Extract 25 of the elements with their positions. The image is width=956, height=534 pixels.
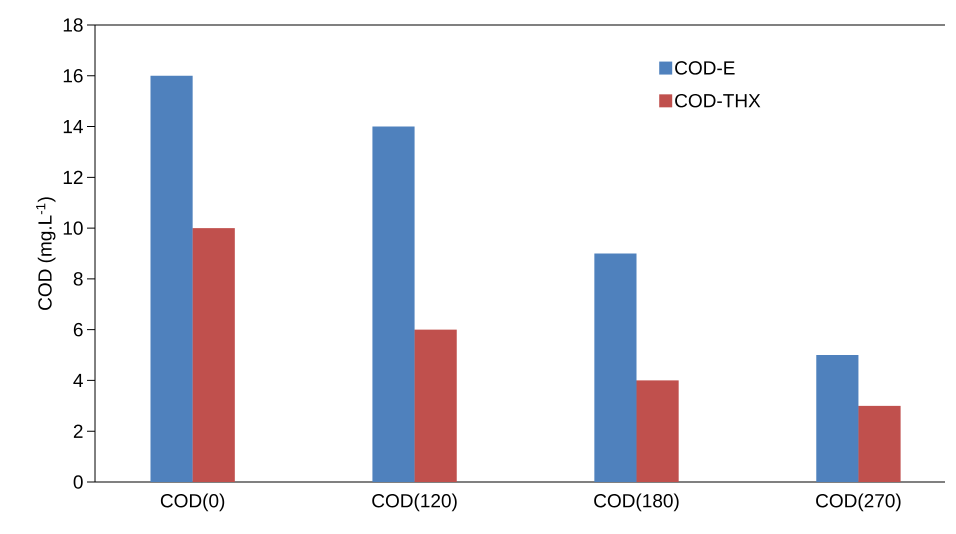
bar (372, 126, 415, 482)
bar (636, 380, 679, 482)
legend-label: COD-THX (675, 94, 760, 108)
bar (414, 330, 457, 482)
x-tick-label: COD(180) (594, 494, 679, 512)
y-tick-label: 8 (74, 272, 83, 286)
x-tick-label: COD(0) (160, 494, 224, 512)
legend-label: COD-E (675, 61, 735, 75)
bar (816, 355, 858, 482)
y-tick-label: 14 (64, 120, 83, 134)
y-tick-label: 18 (64, 18, 83, 32)
y-axis-title: COD (mg.L$^{-1}$) (36, 197, 56, 310)
x-tick-label: COD(270) (816, 494, 901, 512)
bar (150, 76, 193, 482)
y-tick-label: 16 (64, 69, 83, 82)
y-tick-label: 10 (64, 221, 83, 235)
y-tick-label: 4 (73, 374, 83, 387)
y-tick-label: 2 (74, 424, 83, 438)
x-tick-label: COD(120) (372, 494, 457, 512)
y-tick-label: 12 (64, 170, 83, 184)
y-tick-label: 0 (74, 475, 83, 489)
bar (594, 253, 637, 482)
y-tick-label: 6 (74, 322, 83, 336)
bar (858, 406, 901, 482)
bar (192, 228, 235, 482)
